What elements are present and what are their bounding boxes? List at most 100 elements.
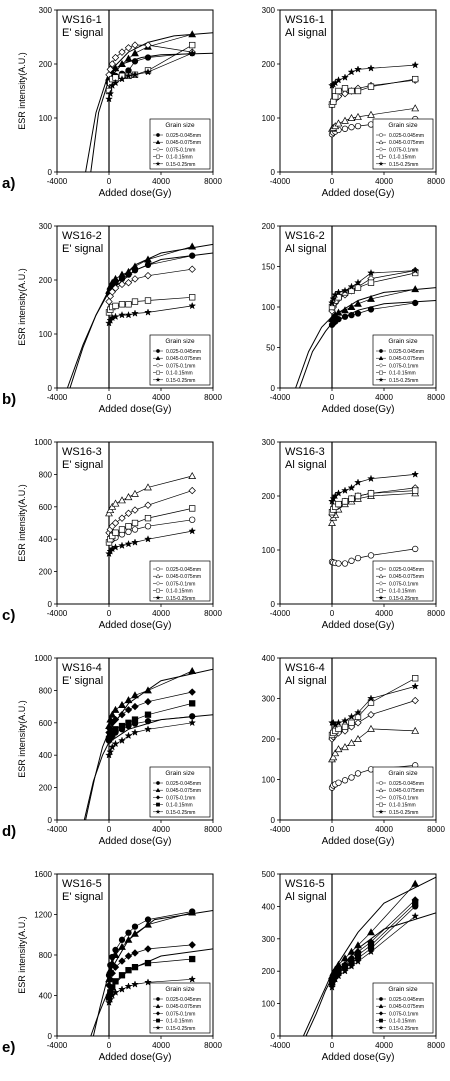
data-point (111, 739, 120, 748)
data-point (112, 726, 119, 733)
data-point (367, 306, 375, 313)
data-point (118, 700, 126, 708)
data-point (118, 310, 126, 319)
data-point (188, 49, 197, 57)
data-point (341, 967, 349, 975)
data-point (125, 719, 132, 726)
data-point (144, 297, 152, 304)
data-point (124, 509, 133, 517)
data-point (412, 900, 419, 907)
data-point (118, 526, 126, 533)
data-point (144, 54, 152, 61)
panel-sample-title: WS16-3 (62, 446, 102, 458)
panel-signal-title: Al signal (285, 675, 327, 687)
x-tick-label: 0 (330, 1041, 335, 1050)
data-point (124, 706, 133, 714)
data-point (118, 74, 126, 83)
data-point (189, 713, 196, 720)
data-point (354, 957, 362, 965)
legend-marker (379, 370, 383, 375)
y-tick-label: 400 (39, 751, 53, 760)
data-point (188, 486, 196, 495)
x-tick-label: 4000 (152, 1041, 170, 1050)
x-axis-label: Added dose(Gy) (99, 620, 172, 631)
panel-signal-title: Al signal (285, 891, 327, 903)
legend-marker (378, 147, 384, 152)
data-point (118, 59, 126, 67)
legend-marker (156, 370, 160, 375)
x-tick-label: 0 (330, 609, 335, 618)
data-point (109, 984, 116, 991)
y-axis-label: ESR intensity(A.U.) (17, 52, 27, 130)
data-point (131, 49, 139, 57)
legend-marker (156, 349, 160, 353)
y-tick-label: 100 (39, 114, 53, 123)
y-tick-label: 600 (39, 719, 53, 728)
data-point (188, 975, 197, 983)
legend-title: Grain size (165, 338, 195, 345)
data-point (118, 972, 126, 979)
data-point (334, 119, 343, 127)
data-point (411, 470, 420, 478)
data-point (144, 523, 152, 530)
legend-marker (378, 161, 384, 166)
y-tick-label: 200 (262, 967, 276, 976)
plot-data (85, 30, 213, 172)
x-tick-label: 0 (330, 825, 335, 834)
y-tick-label: 1000 (34, 438, 52, 447)
x-tick-label: 8000 (204, 393, 222, 402)
data-point (188, 301, 197, 310)
data-point (354, 65, 362, 73)
x-axis-label: Added dose(Gy) (322, 1052, 395, 1063)
data-point (335, 500, 342, 508)
legend-entry: 0.1-0.15mm (389, 589, 416, 595)
data-point (347, 739, 356, 747)
x-axis-label: Added dose(Gy) (99, 836, 172, 847)
data-point (124, 696, 133, 704)
data-point (144, 686, 152, 694)
data-point (412, 675, 419, 682)
data-point (131, 58, 139, 65)
legend-box (372, 766, 434, 818)
data-point (334, 76, 343, 84)
data-point (411, 682, 420, 690)
y-tick-label: 300 (39, 6, 53, 15)
data-point (124, 267, 133, 275)
plot-data (295, 266, 436, 388)
data-point (106, 747, 115, 756)
legend-entry: 0.045-0.075mm (389, 574, 424, 580)
y-tick-label: 0 (48, 1032, 53, 1041)
data-point (111, 78, 120, 87)
legend-marker (156, 1018, 160, 1023)
legend-entry: 0.025-0.045mm (166, 781, 201, 787)
legend-entry: 0.075-0.1mm (389, 363, 418, 369)
legend-title: Grain size (388, 770, 418, 777)
y-tick-label: 400 (262, 654, 276, 663)
data-point (341, 743, 349, 751)
legend-entry: 0.1-0.15mm (389, 371, 416, 377)
data-point (189, 252, 196, 259)
x-axis-label: Added dose(Gy) (99, 188, 172, 199)
panel-row-label: b) (2, 391, 16, 408)
y-tick-label: 100 (262, 546, 276, 555)
data-point (111, 499, 120, 507)
data-point (131, 262, 139, 270)
data-point (131, 526, 139, 533)
data-point (329, 753, 338, 761)
legend-marker (378, 1003, 384, 1008)
panel-signal-title: E' signal (62, 27, 103, 39)
legend-entry: 0.045-0.075mm (166, 788, 201, 794)
x-tick-label: 0 (107, 393, 112, 402)
legend-entry: 0.075-0.1mm (389, 581, 418, 587)
data-point (334, 971, 343, 980)
legend: Grain size 0.025-0.045mm0.045-0.075mm0.07… (149, 982, 211, 1034)
data-point (335, 779, 342, 786)
legend-marker (378, 377, 384, 382)
data-point (124, 982, 133, 990)
legend-entry: 0.045-0.075mm (166, 140, 201, 146)
